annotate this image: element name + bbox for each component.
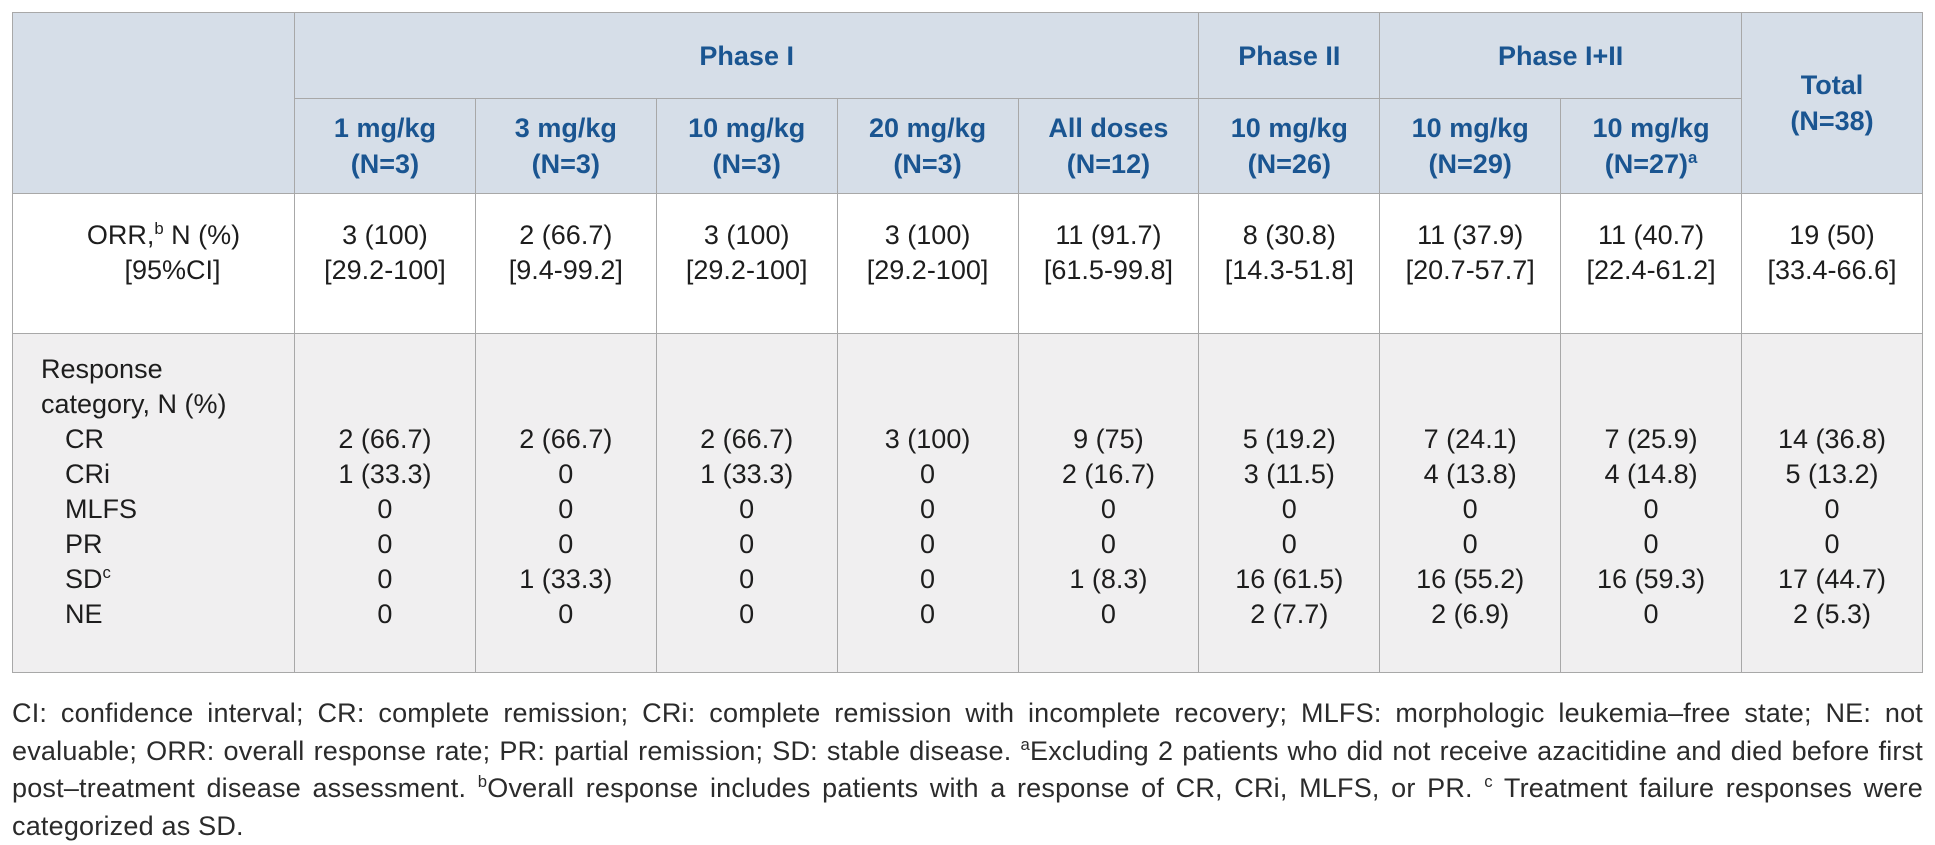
cell: 1 (33.3) — [474, 562, 657, 597]
cell: 0 — [474, 492, 657, 527]
cell: 0 — [474, 527, 657, 562]
cell: 0 — [836, 457, 1019, 492]
col-header-10mgkg-phase2: 10 mg/kg (N=26) — [1198, 98, 1381, 194]
cell: 0 — [836, 562, 1019, 597]
cell: 0 — [655, 562, 838, 597]
dose-header-row: 1 mg/kg (N=3) 3 mg/kg (N=3) 10 mg/kg (N=… — [13, 98, 1923, 194]
col-header-10mgkg-phase1: 10 mg/kg (N=3) — [655, 98, 838, 194]
cell: 0 — [474, 597, 657, 673]
cell: 0 — [655, 492, 838, 527]
cell: 0 — [1198, 492, 1381, 527]
orr-value-cell: 11 (40.7) [22.4-61.2] — [1560, 193, 1742, 334]
cell: 0 — [836, 492, 1019, 527]
response-category-label: Response category, N (%) — [12, 333, 295, 422]
orr-value-cell: 3 (100) [29.2-100] — [836, 193, 1019, 334]
cell: 3 (100) — [836, 422, 1019, 457]
orr-value-cell: 19 (50) [33.4-66.6] — [1741, 193, 1923, 334]
orr-value-cell: 11 (91.7) [61.5-99.8] — [1017, 193, 1200, 334]
row-label-mlfs: MLFS — [12, 492, 295, 527]
table-footnote: CI: confidence interval; CR: complete re… — [12, 698, 1923, 841]
cell: 0 — [655, 597, 838, 673]
cell: 2 (66.7) — [655, 422, 838, 457]
row-label-pr: PR — [12, 527, 295, 562]
col-header-20mgkg: 20 mg/kg (N=3) — [836, 98, 1019, 194]
cell: 0 — [1741, 527, 1923, 562]
col-header-10mgkg-phase1-2-n27: 10 mg/kg (N=27)a — [1560, 98, 1742, 194]
cell: 2 (66.7) — [474, 422, 657, 457]
results-table: Phase I Phase II Phase I+II Total (N=38)… — [12, 12, 1923, 673]
cell: 0 — [1560, 597, 1742, 673]
row-label-cri: CRi — [12, 457, 295, 492]
total-header: Total (N=38) — [1741, 12, 1923, 194]
orr-value-cell: 3 (100) [29.2-100] — [655, 193, 838, 334]
cell: 3 (11.5) — [1198, 457, 1381, 492]
orr-value-cell: 2 (66.7) [9.4-99.2] — [474, 193, 657, 334]
response-category-header-row: Response category, N (%) — [12, 333, 1923, 422]
cell: 4 (14.8) — [1560, 457, 1742, 492]
cell: 2 (6.9) — [1379, 597, 1562, 673]
col-header-10mgkg-phase1-2-n29: 10 mg/kg (N=29) — [1379, 98, 1562, 194]
response-row-cr: CR 2 (66.7) 2 (66.7) 2 (66.7) 3 (100) 9 … — [12, 422, 1923, 457]
orr-row-label: ORR,b N (%) [95%CI] — [12, 193, 295, 334]
col-header-3mgkg: 3 mg/kg (N=3) — [474, 98, 657, 194]
cell: 0 — [1017, 527, 1200, 562]
cell: 0 — [294, 492, 476, 527]
cell: 0 — [1198, 527, 1381, 562]
row-label-sd: SDc — [12, 562, 295, 597]
cell: 16 (55.2) — [1379, 562, 1562, 597]
response-row-ne: NE 0 0 0 0 0 2 (7.7) 2 (6.9) 0 2 (5.3) — [12, 597, 1923, 673]
orr-value-cell: 11 (37.9) [20.7-57.7] — [1379, 193, 1562, 334]
cell: 1 (33.3) — [294, 457, 476, 492]
cell: 0 — [1017, 492, 1200, 527]
cell: 2 (66.7) — [294, 422, 476, 457]
cell: 0 — [1379, 492, 1562, 527]
cell: 0 — [1379, 527, 1562, 562]
response-row-cri: CRi 1 (33.3) 0 1 (33.3) 0 2 (16.7) 3 (11… — [12, 457, 1923, 492]
phase-i-ii-group-header: Phase I+II — [1379, 12, 1742, 99]
cell: 0 — [1741, 492, 1923, 527]
response-row-mlfs: MLFS 0 0 0 0 0 0 0 0 0 — [12, 492, 1923, 527]
total-label: Total — [1800, 70, 1864, 100]
phase-group-header-row: Phase I Phase II Phase I+II Total (N=38) — [12, 12, 1923, 194]
cell: 0 — [474, 457, 657, 492]
cell: 4 (13.8) — [1379, 457, 1562, 492]
cell: 0 — [836, 597, 1019, 673]
response-row-sd: SDc 0 1 (33.3) 0 0 1 (8.3) 16 (61.5) 16 … — [12, 562, 1923, 597]
phase-i-group-header: Phase I — [293, 12, 1200, 99]
total-n: (N=38) — [1790, 106, 1874, 136]
row-label-cr: CR — [12, 422, 295, 457]
row-label-ne: NE — [12, 597, 295, 673]
cell: 0 — [1560, 492, 1742, 527]
cell: 5 (19.2) — [1198, 422, 1381, 457]
cell: 0 — [294, 562, 476, 597]
cell: 2 (16.7) — [1017, 457, 1200, 492]
orr-row: ORR,b N (%) [95%CI] 3 (100) [29.2-100] 2 … — [12, 193, 1923, 334]
corner-cell — [12, 12, 295, 194]
cell: 2 (5.3) — [1741, 597, 1923, 673]
col-header-all-doses: All doses (N=12) — [1017, 98, 1200, 194]
cell: 7 (25.9) — [1560, 422, 1742, 457]
cell: 0 — [294, 527, 476, 562]
cell: 16 (61.5) — [1198, 562, 1381, 597]
cell: 0 — [655, 527, 838, 562]
orr-value-cell: 3 (100) [29.2-100] — [294, 193, 476, 334]
cell: 17 (44.7) — [1741, 562, 1923, 597]
cell: 0 — [836, 527, 1019, 562]
cell: 0 — [1560, 527, 1742, 562]
orr-value-cell: 8 (30.8) [14.3-51.8] — [1198, 193, 1381, 334]
cell: 5 (13.2) — [1741, 457, 1923, 492]
phase-ii-group-header: Phase II — [1198, 12, 1381, 99]
cell: 1 (33.3) — [655, 457, 838, 492]
response-row-pr: PR 0 0 0 0 0 0 0 0 0 — [12, 527, 1923, 562]
col-header-1mgkg: 1 mg/kg (N=3) — [294, 98, 476, 194]
cell: 0 — [294, 597, 476, 673]
cell: 1 (8.3) — [1017, 562, 1200, 597]
cell: 7 (24.1) — [1379, 422, 1562, 457]
cell: 14 (36.8) — [1741, 422, 1923, 457]
cell: 9 (75) — [1017, 422, 1200, 457]
cell: 0 — [1017, 597, 1200, 673]
cell: 16 (59.3) — [1560, 562, 1742, 597]
cell: 2 (7.7) — [1198, 597, 1381, 673]
